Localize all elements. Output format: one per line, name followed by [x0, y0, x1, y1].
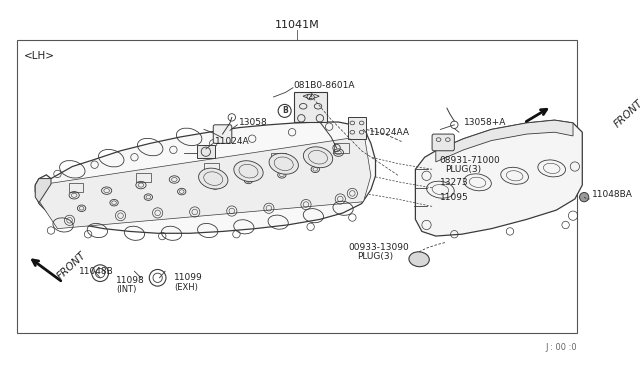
Polygon shape [35, 122, 376, 233]
Polygon shape [39, 136, 371, 229]
Polygon shape [436, 120, 573, 162]
Text: 11024AA: 11024AA [369, 128, 410, 137]
Bar [136, 173, 151, 182]
Text: 11024A: 11024A [215, 137, 250, 146]
Text: 11041M: 11041M [275, 20, 319, 30]
FancyBboxPatch shape [432, 134, 454, 151]
Ellipse shape [303, 147, 333, 168]
Text: (INT): (INT) [116, 285, 136, 294]
Ellipse shape [409, 252, 429, 267]
Text: 11099: 11099 [174, 273, 203, 282]
Text: FRONT: FRONT [612, 98, 640, 129]
Text: 08931-71000: 08931-71000 [440, 155, 500, 164]
Text: 11098: 11098 [116, 276, 145, 285]
Text: <LH>: <LH> [24, 51, 55, 61]
Text: FRONT: FRONT [56, 250, 88, 282]
Polygon shape [415, 120, 582, 236]
Text: 081B0-8601A: 081B0-8601A [293, 81, 355, 90]
Text: 13273: 13273 [440, 178, 468, 187]
Text: PLUG(3): PLUG(3) [445, 165, 481, 174]
Text: 11048BA: 11048BA [591, 190, 632, 199]
Text: 11095: 11095 [440, 193, 468, 202]
Text: B: B [282, 106, 287, 115]
Circle shape [579, 192, 589, 202]
Text: 13058: 13058 [239, 118, 268, 128]
Bar [204, 163, 219, 172]
Text: 00933-13090: 00933-13090 [349, 243, 410, 252]
Text: 13058+A: 13058+A [463, 118, 506, 128]
Polygon shape [348, 118, 366, 139]
Ellipse shape [234, 161, 263, 182]
Text: 11048B: 11048B [79, 267, 113, 276]
Ellipse shape [269, 153, 298, 174]
Polygon shape [196, 145, 215, 158]
Bar [334, 143, 349, 153]
Text: J : 00 :0: J : 00 :0 [545, 343, 577, 352]
Text: <2>: <2> [301, 93, 321, 102]
Text: PLUG(3): PLUG(3) [357, 252, 393, 261]
FancyBboxPatch shape [213, 125, 232, 143]
Polygon shape [35, 179, 51, 203]
Bar [68, 183, 83, 192]
Text: (EXH): (EXH) [174, 283, 198, 292]
Ellipse shape [198, 168, 228, 189]
Bar [271, 153, 285, 162]
Bar [17, 39, 577, 333]
Polygon shape [294, 92, 327, 122]
